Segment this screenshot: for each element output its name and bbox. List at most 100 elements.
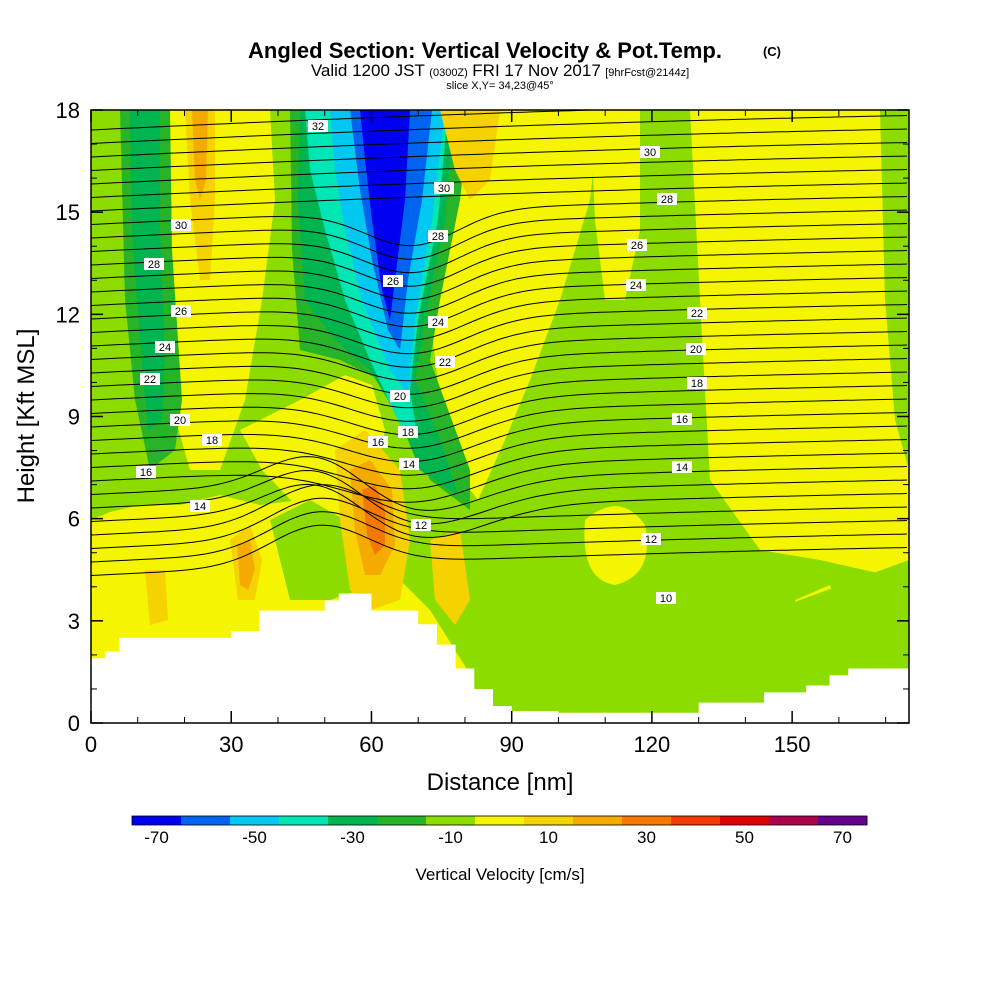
terrain-mask [91,593,909,723]
isentrope-label-box-18a [687,377,707,389]
isentrope-label-10: 10 [660,593,672,605]
field-blue-core [360,110,410,320]
colorbar-swatch [426,816,476,825]
isentrope-line [91,483,908,538]
isentrope-label-12a: 12 [645,534,657,546]
isentrope-line [91,524,908,576]
isentrope-line [91,425,908,476]
isentrope-label-20b: 20 [394,391,406,403]
field-orange-left-blob-core [237,540,255,590]
isentrope-label-box-18c [202,434,222,446]
field-orange-left-streak-core [192,110,208,200]
isentrope-label-30b: 30 [438,183,450,195]
field-yellow-right-of-core [422,110,600,500]
isentrope-label-box-18b [398,426,418,438]
colorbar-frame [131,815,868,826]
colorbar-tick-label: 30 [637,828,656,847]
colorbar-swatch [328,816,378,825]
colorbar-swatch [279,816,329,825]
colorbar-swatch [720,816,770,825]
isentrope-label-box-20c [170,414,190,426]
isentrope-label-box-16c [136,466,156,478]
isentrope-label-30c: 30 [175,220,187,232]
isentrope-label-24a: 24 [630,280,642,292]
isentrope-label-box-30c [171,219,191,231]
colorbar-tick-label: -30 [340,828,365,847]
isentrope-label-14a: 14 [676,462,688,474]
isentrope-label-24b: 24 [432,317,444,329]
isentrope-label-box-26c [171,305,191,317]
isentrope-line [91,331,908,382]
x-tick-label: 60 [359,732,383,757]
isentrope-label-16c: 16 [140,467,152,479]
isentrope-label-18b: 18 [402,427,414,439]
chart-title-unit: (C) [763,44,781,59]
isentrope-line [91,484,908,536]
colorbar-swatch [573,816,623,825]
colorbar-swatch [524,816,574,825]
isentrope-line [91,412,908,463]
isentrope-line [91,456,908,511]
x-tick-label: 0 [85,732,97,757]
isentrope-line [91,209,908,260]
colorbar-swatch [769,816,819,825]
isentrope-label-20a: 20 [690,344,702,356]
x-axis-label: Distance [nm] [427,769,574,796]
isentrope-label-box-32 [308,120,328,132]
isentrope-label-26b: 26 [387,276,399,288]
field-orange-right-lower [430,530,470,625]
isentrope-label-box-12a [641,533,661,545]
isentrope-label-14c: 14 [194,501,206,513]
isentrope-label-28b: 28 [432,231,444,243]
isentrope-label-box-30a [640,146,660,158]
isentrope-line [91,398,908,449]
field-green-lower-center [270,500,360,600]
isentrope-label-32: 32 [312,121,324,133]
isentrope-label-box-26b [383,275,403,287]
colorbar-swatch [622,816,672,825]
velocity-field [91,110,909,723]
y-tick-label: 12 [56,302,80,327]
valid-time: Valid 1200 JST [311,61,425,80]
isentrope-line [91,469,908,525]
isentrope-line [91,110,608,131]
y-tick-label: 6 [68,507,80,532]
isentrope-line [91,277,908,328]
isentrope-label-box-16b [368,436,388,448]
x-tick-label: 30 [219,732,243,757]
isentrope-line [91,290,908,341]
isentrope-line [91,115,908,144]
forecast-info: [9hrFcst@2144z] [605,67,689,79]
isentrope-label-box-10 [656,592,676,604]
isentrope-line [91,263,908,314]
isentrope-label-box-28c [144,258,164,270]
field-yellow-right-strip [590,110,640,300]
isentrope-label-18c: 18 [206,435,218,447]
colorbar-tick-label: 50 [735,828,754,847]
isentrope-label-box-28b [428,230,448,242]
isentrope-label-box-24b [428,316,448,328]
isentrope-label-box-14b [399,458,419,470]
isentrope-line [91,439,908,490]
colorbar-tick-label: -70 [144,828,169,847]
isentrope-lines [91,110,908,576]
isentrope-label-18a: 18 [691,378,703,390]
x-tick-label: 150 [774,732,811,757]
y-tick-label: 0 [68,711,80,736]
isentrope-label-box-28a [657,193,677,205]
isentrope-label-box-24a [626,279,646,291]
isentrope-label-16b: 16 [372,437,384,449]
y-axis: 0 3 6 9 12 15 18 [56,98,909,736]
colorbar-ticks: -70 -50 -30 -10 10 30 50 70 [144,828,852,847]
isentrope-line [91,371,908,422]
colorbar-swatch [818,816,868,825]
isentrope-label-26c: 26 [175,306,187,318]
isentrope-label-box-16a [672,413,692,425]
y-axis-label: Height [Kft MSL] [13,329,40,504]
colorbar-tick-label: -50 [242,828,267,847]
field-green-lower-right [470,560,909,723]
y-tick-label: 9 [68,405,80,430]
isentrope-label-30a: 30 [644,147,656,159]
isentrope-line [91,142,908,171]
isentrope-label-box-22b [435,356,455,368]
